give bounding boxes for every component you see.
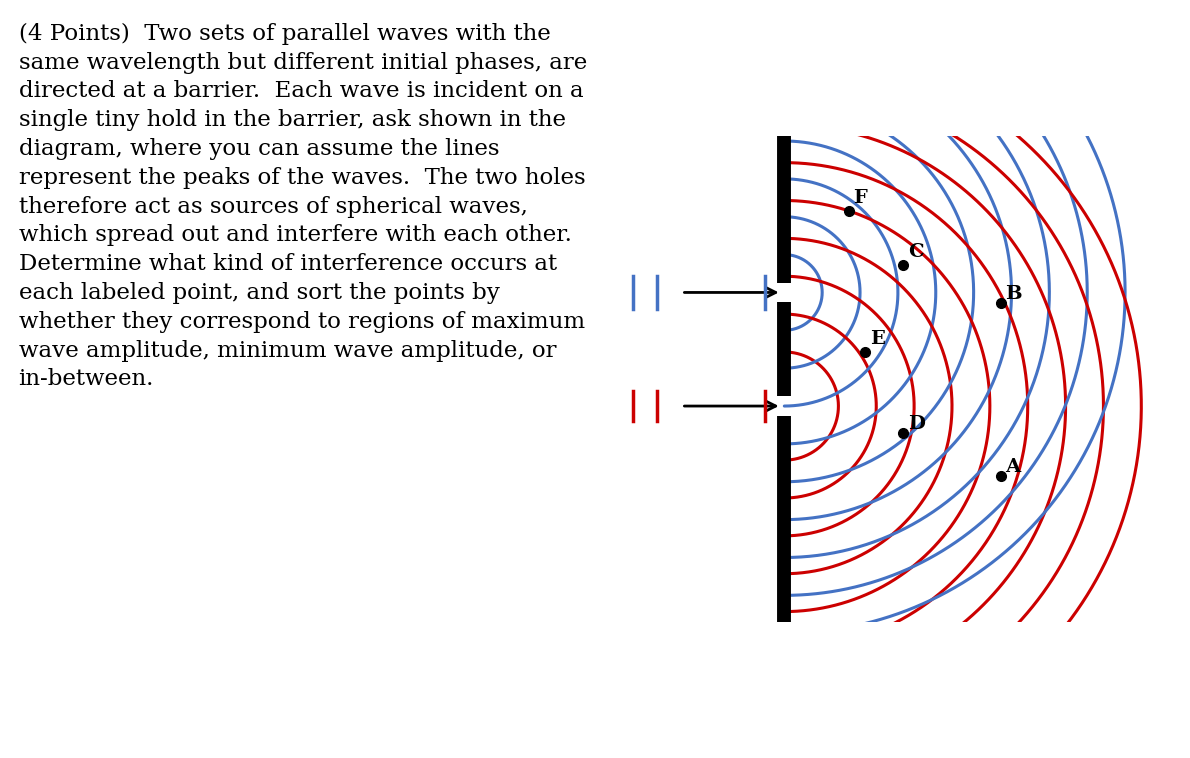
- Text: (4 Points)  Two sets of parallel waves with the
same wavelength but different in: (4 Points) Two sets of parallel waves wi…: [19, 23, 587, 390]
- Text: A: A: [1006, 459, 1020, 476]
- Text: B: B: [1006, 285, 1022, 303]
- Text: C: C: [908, 243, 923, 261]
- Text: E: E: [870, 330, 884, 348]
- Text: D: D: [908, 415, 925, 433]
- Text: F: F: [853, 189, 868, 207]
